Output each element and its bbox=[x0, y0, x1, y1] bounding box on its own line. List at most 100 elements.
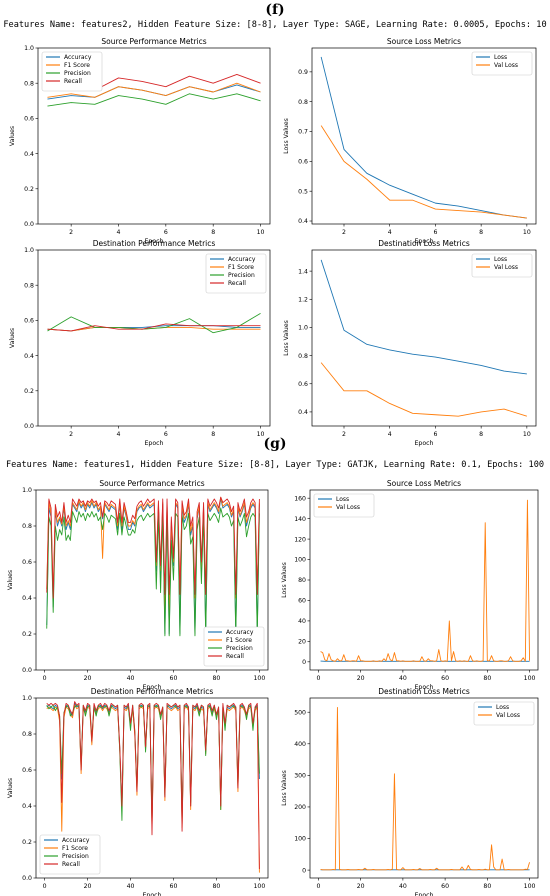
chart-4-legend-label-0: Accuracy bbox=[226, 629, 254, 636]
chart-3-frame bbox=[311, 249, 537, 427]
chart-1-xtick-label-0: 2 bbox=[342, 229, 346, 236]
chart-6-xtick-label-3: 60 bbox=[170, 883, 178, 890]
chart-5-legend-label-0: Loss bbox=[336, 496, 349, 503]
chart-4-legend-label-1: F1 Score bbox=[226, 637, 252, 644]
chart-4-ytick-label-4: 0.8 bbox=[22, 523, 32, 530]
panel-letter-f: (f) bbox=[265, 2, 285, 18]
chart-2-xtick-label-0: 2 bbox=[69, 431, 73, 438]
chart-7-ytick-label-5: 500 bbox=[294, 709, 306, 716]
chart-4-ylabel: Values bbox=[7, 570, 14, 590]
chart-7-ytick-label-2: 200 bbox=[294, 804, 306, 811]
chart-1-xtick-label-2: 6 bbox=[433, 229, 437, 236]
chart-1-xtick-label-3: 8 bbox=[479, 229, 483, 236]
chart-1-legend-label-1: Val Loss bbox=[494, 62, 518, 69]
chart-3-ytick-label-4: 1.2 bbox=[298, 296, 308, 303]
chart-7-frame bbox=[309, 697, 539, 879]
chart-0-ylabel: Values bbox=[9, 126, 16, 146]
chart-2-legend-label-3: Recall bbox=[228, 280, 246, 287]
chart-3-series-0-line bbox=[320, 259, 527, 375]
chart-7-ytick-label-4: 400 bbox=[294, 741, 306, 748]
chart-4-series-1-line bbox=[46, 496, 260, 617]
chart-6-xtick-label-4: 80 bbox=[213, 883, 221, 890]
chart-7-series-1-line bbox=[320, 707, 530, 871]
chart-7-xtick-label-0: 0 bbox=[316, 883, 320, 890]
chart-5-title: Source Loss Metrics bbox=[387, 479, 461, 488]
chart-5-ytick-label-1: 20 bbox=[298, 639, 306, 646]
chart-4-series-0-line bbox=[46, 498, 260, 635]
chart-2-series-2-line bbox=[47, 312, 261, 334]
chart-4-ytick-label-5: 1.0 bbox=[22, 487, 32, 494]
chart-3-xtick-label-1: 4 bbox=[388, 431, 392, 438]
chart-6-ytick-label-0: 0.0 bbox=[22, 875, 32, 882]
chart-0-series-2-line bbox=[47, 93, 261, 107]
chart-3-ytick-label-2: 0.8 bbox=[298, 353, 308, 360]
chart-1-ylabel: Loss Values bbox=[283, 118, 290, 154]
chart-5-ytick-label-4: 80 bbox=[298, 577, 306, 584]
chart-6-legend-label-2: Precision bbox=[62, 853, 89, 860]
chart-0-series-1-line bbox=[47, 82, 261, 98]
chart-0-ytick-label-5: 1.0 bbox=[24, 45, 34, 52]
chart-1-xtick-label-4: 10 bbox=[523, 229, 531, 236]
chart-0-xtick-label-4: 10 bbox=[257, 229, 265, 236]
chart-0-xtick-label-3: 8 bbox=[211, 229, 215, 236]
chart-0-xtick-label-0: 2 bbox=[69, 229, 73, 236]
chart-4-legend-label-2: Precision bbox=[226, 645, 253, 652]
chart-7-xlabel: Epoch bbox=[415, 892, 434, 896]
chart-5-ytick-label-5: 100 bbox=[294, 557, 306, 564]
chart-5-xtick-label-0: 0 bbox=[316, 675, 320, 682]
chart-3-ytick-label-3: 1.0 bbox=[298, 325, 308, 332]
chart-4-xtick-label-2: 40 bbox=[127, 675, 135, 682]
chart-4-frame bbox=[35, 489, 269, 671]
chart-4-ytick-label-2: 0.4 bbox=[22, 595, 32, 602]
chart-0-xtick-label-2: 6 bbox=[164, 229, 168, 236]
chart-4-ytick-label-3: 0.6 bbox=[22, 559, 32, 566]
chart-2-series-3-line bbox=[47, 323, 261, 332]
chart-0-title: Source Performance Metrics bbox=[101, 37, 206, 46]
chart-2-ytick-label-2: 0.4 bbox=[24, 353, 34, 360]
chart-6-xtick-label-1: 20 bbox=[84, 883, 92, 890]
chart-0-ytick-label-4: 0.8 bbox=[24, 80, 34, 87]
chart-6-ytick-label-4: 0.8 bbox=[22, 731, 32, 738]
chart-2-legend-label-0: Accuracy bbox=[228, 256, 256, 263]
chart-3-xtick-label-3: 8 bbox=[479, 431, 483, 438]
chart-6-xlabel: Epoch bbox=[143, 892, 162, 896]
chart-7-xtick-label-4: 80 bbox=[483, 883, 491, 890]
chart-3-xtick-label-0: 2 bbox=[342, 431, 346, 438]
chart-6-ytick-label-2: 0.4 bbox=[22, 803, 32, 810]
chart-5-ytick-label-0: 0 bbox=[302, 659, 306, 666]
chart-1-ytick-label-5: 0.9 bbox=[298, 69, 308, 76]
chart-5-legend-label-1: Val Loss bbox=[336, 504, 360, 511]
chart-6-legend-label-0: Accuracy bbox=[62, 837, 90, 844]
chart-0-ytick-label-0: 0.0 bbox=[24, 221, 34, 228]
chart-2-xlabel: Epoch bbox=[145, 440, 164, 447]
chart-1-ytick-label-1: 0.5 bbox=[298, 188, 308, 195]
chart-0-legend-label-2: Precision bbox=[64, 70, 91, 77]
chart-5-xtick-label-3: 60 bbox=[441, 675, 449, 682]
chart-3-ytick-label-5: 1.4 bbox=[298, 268, 308, 275]
chart-1-frame bbox=[311, 47, 537, 225]
chart-2-ytick-label-5: 1.0 bbox=[24, 247, 34, 254]
chart-6-ytick-label-1: 0.2 bbox=[22, 839, 32, 846]
chart-5-ytick-label-3: 60 bbox=[298, 598, 306, 605]
chart-2-title: Destination Performance Metrics bbox=[93, 239, 216, 248]
chart-1-title: Source Loss Metrics bbox=[387, 37, 461, 46]
chart-7-xtick-label-2: 40 bbox=[399, 883, 407, 890]
chart-6-ytick-label-3: 0.6 bbox=[22, 767, 32, 774]
chart-4-title: Source Performance Metrics bbox=[99, 479, 204, 488]
chart-1-series-0-line bbox=[320, 56, 527, 219]
chart-7-ylabel: Loss Values bbox=[281, 770, 288, 806]
chart-4-ytick-label-0: 0.0 bbox=[22, 667, 32, 674]
chart-1-xtick-label-1: 4 bbox=[388, 229, 392, 236]
figure-title-g: Features Name: features1, Hidden Feature… bbox=[5, 460, 545, 470]
chart-7-title: Destination Loss Metrics bbox=[378, 687, 470, 696]
chart-1-xlabel: Epoch bbox=[415, 238, 434, 245]
chart-4-xtick-label-1: 20 bbox=[84, 675, 92, 682]
chart-3-title: Destination Loss Metrics bbox=[378, 239, 470, 248]
chart-4-xtick-label-0: 0 bbox=[43, 675, 47, 682]
chart-4-xlabel: Epoch bbox=[143, 684, 162, 691]
chart-0-ytick-label-1: 0.2 bbox=[24, 186, 34, 193]
chart-5-xtick-label-5: 100 bbox=[524, 675, 536, 682]
chart-5-xlabel: Epoch bbox=[415, 684, 434, 691]
chart-6-xtick-label-0: 0 bbox=[43, 883, 47, 890]
chart-6-ytick-label-5: 1.0 bbox=[22, 695, 32, 702]
